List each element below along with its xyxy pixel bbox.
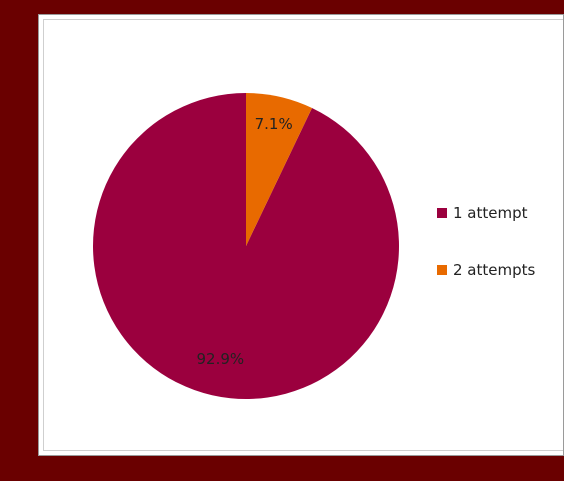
slice-label-1: 92.9% xyxy=(197,350,245,368)
pie-slice-2 xyxy=(246,93,313,246)
pie-slice-1 xyxy=(93,93,400,400)
pie-labels: 92.9% 7.1% xyxy=(197,115,293,368)
legend-swatch-2 xyxy=(437,265,447,275)
pie-slices xyxy=(93,93,400,400)
legend-item-2: 2 attempts xyxy=(437,258,535,282)
chart-legend: 1 attempt 2 attempts xyxy=(437,201,535,315)
legend-item-1: 1 attempt xyxy=(437,201,535,225)
legend-label-1: 1 attempt xyxy=(453,204,528,222)
chart-frame: 92.9% 7.1% 1 attempt 2 attempts xyxy=(38,14,564,456)
slice-label-2: 7.1% xyxy=(255,115,293,133)
chart-inner-border xyxy=(43,19,563,451)
pie-chart: 92.9% 7.1% xyxy=(93,93,400,400)
legend-swatch-1 xyxy=(437,208,447,218)
legend-label-2: 2 attempts xyxy=(453,261,536,279)
